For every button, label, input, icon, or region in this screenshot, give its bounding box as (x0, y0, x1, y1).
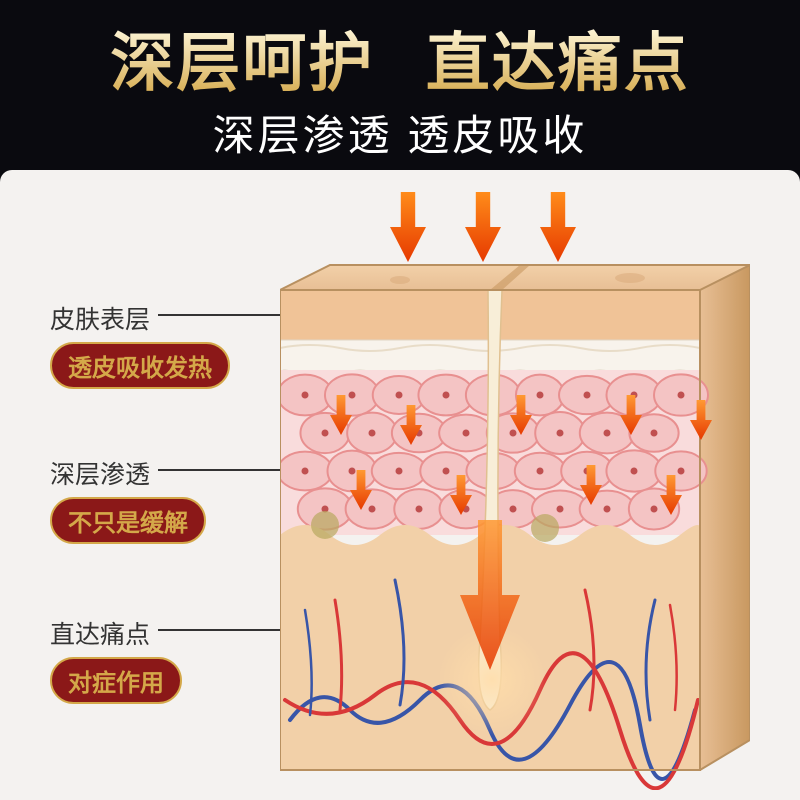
penetration-arrow-icon (690, 400, 712, 445)
big-penetration-arrow-icon (460, 520, 520, 675)
subtitle: 深层渗透 透皮吸收 (0, 102, 800, 163)
label-plain-3: 直达痛点 (50, 615, 182, 651)
top-arrow-icon (390, 192, 426, 267)
label-pill-2: 不只是缓解 (50, 497, 206, 544)
label-pill-1: 透皮吸收发热 (50, 342, 230, 389)
top-arrow-icon (465, 192, 501, 267)
pore-2 (390, 276, 410, 284)
title-right: 直达痛点 (426, 27, 690, 99)
gland-2 (531, 514, 559, 542)
pore-1 (615, 273, 645, 283)
penetration-arrow-icon (660, 475, 682, 520)
label-plain-1: 皮肤表层 (50, 300, 230, 336)
label-plain-2: 深层渗透 (50, 455, 206, 491)
title-left: 深层呵护 (110, 27, 374, 99)
penetration-arrow-icon (450, 475, 472, 520)
penetration-arrow-icon (580, 465, 602, 510)
label-pill-3: 对症作用 (50, 657, 182, 704)
penetration-arrow-icon (400, 405, 422, 450)
penetration-arrow-icon (620, 395, 642, 440)
penetration-arrow-icon (510, 395, 532, 440)
gland-1 (311, 511, 339, 539)
penetration-arrow-icon (330, 395, 352, 440)
top-arrow-icon (540, 192, 576, 267)
main-title: 深层呵护 直达痛点 (0, 12, 800, 104)
penetration-arrow-icon (350, 470, 372, 515)
skin-side-face (700, 265, 750, 770)
